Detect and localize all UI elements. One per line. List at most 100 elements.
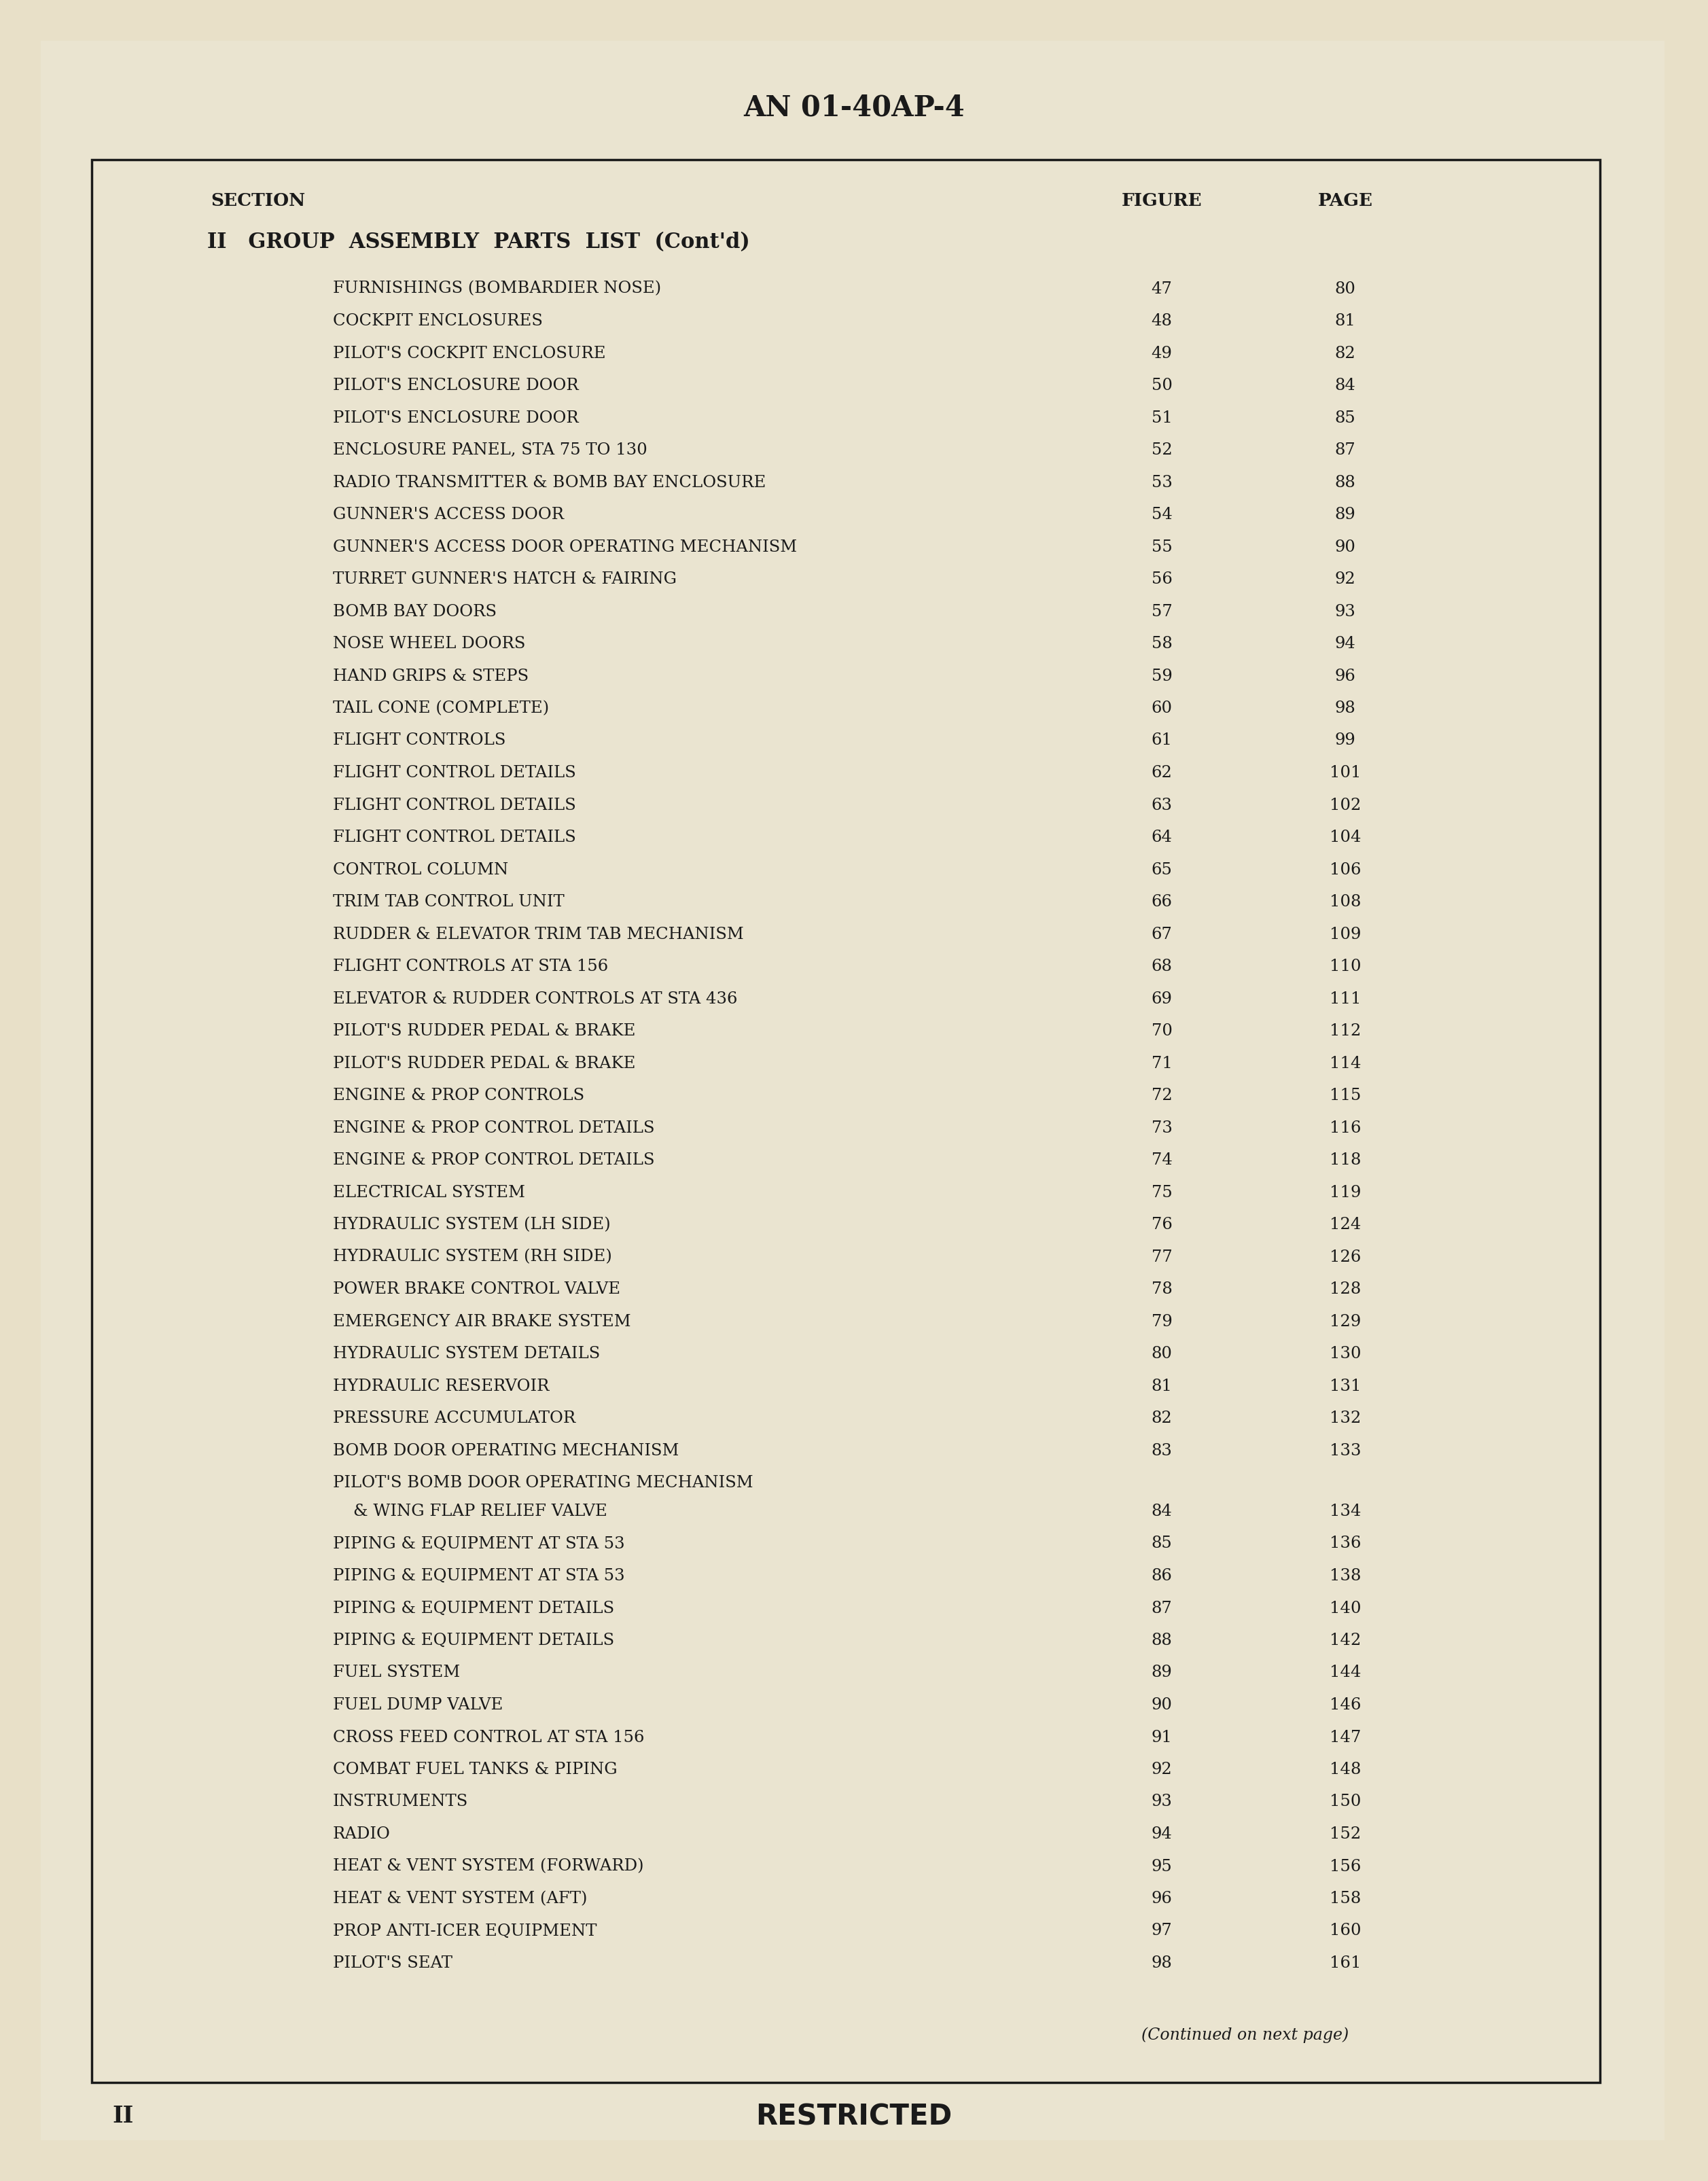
Text: FLIGHT CONTROL DETAILS: FLIGHT CONTROL DETAILS <box>333 829 576 846</box>
Text: PIPING & EQUIPMENT AT STA 53: PIPING & EQUIPMENT AT STA 53 <box>333 1535 625 1551</box>
Text: 85: 85 <box>1334 410 1356 425</box>
Text: 50: 50 <box>1151 377 1172 393</box>
Text: 132: 132 <box>1329 1411 1361 1426</box>
Text: 61: 61 <box>1151 733 1172 748</box>
Text: BOMB BAY DOORS: BOMB BAY DOORS <box>333 604 497 619</box>
Text: 55: 55 <box>1151 539 1172 554</box>
Text: GUNNER'S ACCESS DOOR: GUNNER'S ACCESS DOOR <box>333 506 564 523</box>
Text: FUEL DUMP VALVE: FUEL DUMP VALVE <box>333 1697 504 1712</box>
Text: 147: 147 <box>1329 1730 1361 1745</box>
Text: 78: 78 <box>1151 1282 1172 1298</box>
Text: 53: 53 <box>1151 475 1172 491</box>
Text: 80: 80 <box>1334 281 1356 297</box>
Text: 89: 89 <box>1151 1664 1172 1682</box>
Text: 87: 87 <box>1334 443 1356 458</box>
Text: PROP ANTI-ICER EQUIPMENT: PROP ANTI-ICER EQUIPMENT <box>333 1924 596 1939</box>
Text: FLIGHT CONTROLS: FLIGHT CONTROLS <box>333 733 506 748</box>
Text: PILOT'S RUDDER PEDAL & BRAKE: PILOT'S RUDDER PEDAL & BRAKE <box>333 1023 635 1038</box>
Text: 65: 65 <box>1151 861 1172 877</box>
Text: COMBAT FUEL TANKS & PIPING: COMBAT FUEL TANKS & PIPING <box>333 1762 617 1778</box>
Text: FURNISHINGS (BOMBARDIER NOSE): FURNISHINGS (BOMBARDIER NOSE) <box>333 281 661 297</box>
Text: 101: 101 <box>1329 766 1361 781</box>
Text: 144: 144 <box>1329 1664 1361 1682</box>
Text: 148: 148 <box>1329 1762 1361 1778</box>
Text: 69: 69 <box>1151 990 1172 1008</box>
Text: 156: 156 <box>1329 1858 1361 1873</box>
Text: FIGURE: FIGURE <box>1122 192 1202 209</box>
Text: PILOT'S ENCLOSURE DOOR: PILOT'S ENCLOSURE DOOR <box>333 377 579 393</box>
Text: FLIGHT CONTROL DETAILS: FLIGHT CONTROL DETAILS <box>333 798 576 814</box>
Text: 49: 49 <box>1151 345 1172 362</box>
Text: 96: 96 <box>1334 667 1356 685</box>
Text: FLIGHT CONTROLS AT STA 156: FLIGHT CONTROLS AT STA 156 <box>333 960 608 975</box>
Text: EMERGENCY AIR BRAKE SYSTEM: EMERGENCY AIR BRAKE SYSTEM <box>333 1313 630 1330</box>
Text: 93: 93 <box>1151 1795 1172 1810</box>
Text: 134: 134 <box>1329 1503 1361 1520</box>
Text: ENGINE & PROP CONTROLS: ENGINE & PROP CONTROLS <box>333 1088 584 1104</box>
Text: 108: 108 <box>1329 894 1361 909</box>
Text: ELEVATOR & RUDDER CONTROLS AT STA 436: ELEVATOR & RUDDER CONTROLS AT STA 436 <box>333 990 738 1008</box>
Text: HAND GRIPS & STEPS: HAND GRIPS & STEPS <box>333 667 529 685</box>
Text: 94: 94 <box>1151 1825 1172 1843</box>
Text: 90: 90 <box>1151 1697 1172 1712</box>
Text: 74: 74 <box>1151 1152 1172 1169</box>
Text: 60: 60 <box>1151 700 1172 715</box>
Text: 126: 126 <box>1329 1250 1361 1265</box>
Text: INSTRUMENTS: INSTRUMENTS <box>333 1795 468 1810</box>
Text: 92: 92 <box>1334 571 1356 587</box>
Text: 150: 150 <box>1329 1795 1361 1810</box>
Text: 87: 87 <box>1151 1601 1172 1616</box>
Text: 98: 98 <box>1151 1956 1172 1972</box>
Text: 71: 71 <box>1151 1056 1172 1071</box>
Text: 95: 95 <box>1151 1858 1172 1873</box>
Text: 116: 116 <box>1329 1121 1361 1136</box>
Text: 81: 81 <box>1334 314 1356 329</box>
Text: 51: 51 <box>1151 410 1172 425</box>
Text: 90: 90 <box>1334 539 1356 554</box>
Text: PIPING & EQUIPMENT DETAILS: PIPING & EQUIPMENT DETAILS <box>333 1601 615 1616</box>
Text: 88: 88 <box>1151 1634 1172 1649</box>
Text: 67: 67 <box>1151 927 1172 942</box>
Text: ENGINE & PROP CONTROL DETAILS: ENGINE & PROP CONTROL DETAILS <box>333 1152 654 1169</box>
Text: 97: 97 <box>1151 1924 1172 1939</box>
Text: 112: 112 <box>1329 1023 1361 1038</box>
Text: TURRET GUNNER'S HATCH & FAIRING: TURRET GUNNER'S HATCH & FAIRING <box>333 571 676 587</box>
Text: 76: 76 <box>1151 1217 1172 1232</box>
Text: 96: 96 <box>1151 1891 1172 1906</box>
Text: 66: 66 <box>1151 894 1172 909</box>
Text: 133: 133 <box>1329 1444 1361 1459</box>
Text: 64: 64 <box>1151 829 1172 846</box>
Text: RADIO: RADIO <box>333 1825 391 1843</box>
Text: NOSE WHEEL DOORS: NOSE WHEEL DOORS <box>333 637 526 652</box>
Text: PILOT'S SEAT: PILOT'S SEAT <box>333 1956 453 1972</box>
Text: 91: 91 <box>1151 1730 1172 1745</box>
Text: HYDRAULIC SYSTEM DETAILS: HYDRAULIC SYSTEM DETAILS <box>333 1346 600 1361</box>
Text: 86: 86 <box>1151 1568 1172 1583</box>
Text: PILOT'S BOMB DOOR OPERATING MECHANISM: PILOT'S BOMB DOOR OPERATING MECHANISM <box>333 1474 753 1490</box>
Text: & WING FLAP RELIEF VALVE: & WING FLAP RELIEF VALVE <box>354 1503 608 1520</box>
Text: 142: 142 <box>1329 1634 1361 1649</box>
Text: 88: 88 <box>1334 475 1356 491</box>
Text: 52: 52 <box>1151 443 1172 458</box>
Text: 89: 89 <box>1334 506 1356 523</box>
Text: 152: 152 <box>1329 1825 1361 1843</box>
Text: 93: 93 <box>1334 604 1356 619</box>
Text: 104: 104 <box>1329 829 1361 846</box>
Text: BOMB DOOR OPERATING MECHANISM: BOMB DOOR OPERATING MECHANISM <box>333 1444 680 1459</box>
Text: II   GROUP  ASSEMBLY  PARTS  LIST  (Cont'd): II GROUP ASSEMBLY PARTS LIST (Cont'd) <box>207 231 750 253</box>
Text: HYDRAULIC SYSTEM (RH SIDE): HYDRAULIC SYSTEM (RH SIDE) <box>333 1250 611 1265</box>
Text: SECTION: SECTION <box>210 192 306 209</box>
Text: 82: 82 <box>1151 1411 1172 1426</box>
Text: 140: 140 <box>1329 1601 1361 1616</box>
Text: 118: 118 <box>1329 1152 1361 1169</box>
Text: CONTROL COLUMN: CONTROL COLUMN <box>333 861 509 877</box>
Text: 70: 70 <box>1151 1023 1172 1038</box>
Text: ENCLOSURE PANEL, STA 75 TO 130: ENCLOSURE PANEL, STA 75 TO 130 <box>333 443 647 458</box>
Text: 124: 124 <box>1329 1217 1361 1232</box>
Text: 72: 72 <box>1151 1088 1172 1104</box>
Text: 106: 106 <box>1329 861 1361 877</box>
Text: 79: 79 <box>1151 1313 1172 1330</box>
Text: AN 01-40AP-4: AN 01-40AP-4 <box>743 94 965 122</box>
Text: FLIGHT CONTROL DETAILS: FLIGHT CONTROL DETAILS <box>333 766 576 781</box>
Text: 115: 115 <box>1329 1088 1361 1104</box>
